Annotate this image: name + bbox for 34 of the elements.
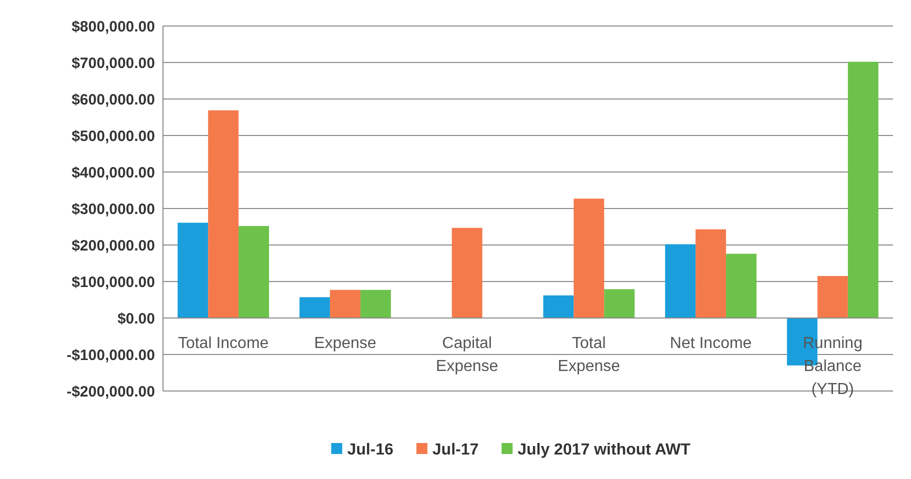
bar: [238, 226, 270, 318]
x-tick-label: Total Income: [178, 335, 269, 352]
x-tick-label: Net Income: [670, 335, 752, 352]
y-tick-label: $200,000.00: [72, 237, 155, 254]
y-tick-label: -$200,000.00: [66, 383, 155, 400]
y-tick-label: $0.00: [117, 310, 155, 328]
bar: [543, 295, 574, 318]
bar: [574, 198, 604, 318]
y-tick-label: $600,000.00: [72, 91, 155, 108]
y-tick-label: $500,000.00: [72, 128, 155, 145]
bar: [452, 228, 482, 318]
bar: [665, 244, 696, 318]
bar: [299, 297, 330, 318]
x-tick-label: Expense: [314, 335, 376, 352]
bar: [604, 289, 635, 318]
bar: [208, 110, 239, 318]
legend-label: Jul-17: [432, 442, 479, 459]
y-tick-label: $100,000.00: [72, 274, 155, 291]
y-tick-label: $800,000.00: [72, 18, 155, 36]
x-tick-label: Capital Expense: [436, 335, 498, 375]
bar: [330, 290, 360, 318]
bar: [726, 254, 757, 318]
y-tick-label: $700,000.00: [72, 54, 155, 72]
y-tick-label: $300,000.00: [72, 200, 155, 218]
bar: [817, 276, 848, 318]
y-tick-label: -$100,000.00: [66, 346, 155, 364]
bar: [178, 222, 208, 318]
legend-label: Jul-16: [347, 442, 394, 459]
bar: [848, 62, 878, 318]
x-tick-label: Total Expense: [558, 335, 620, 375]
y-tick-label: $400,000.00: [72, 164, 155, 182]
bar: [696, 229, 726, 318]
bar: [360, 290, 391, 318]
legend-label: July 2017 without AWT: [518, 442, 691, 459]
